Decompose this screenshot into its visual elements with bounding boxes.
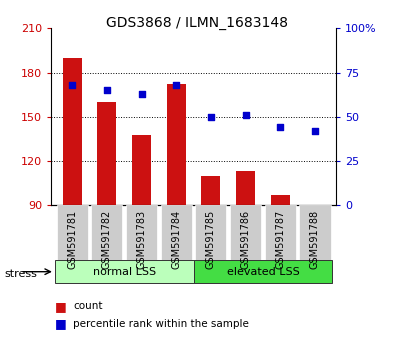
Point (103, 87, 110, 93)
Point (312, 128, 318, 134)
Point (277, 125, 284, 130)
Bar (63, 58, 82, 205)
FancyBboxPatch shape (55, 260, 194, 283)
Bar (236, 171, 255, 205)
Text: percentile rank within the sample: percentile rank within the sample (73, 319, 249, 329)
Bar (97, 102, 117, 205)
Point (243, 112, 249, 118)
FancyBboxPatch shape (265, 205, 296, 260)
Text: GSM591786: GSM591786 (241, 210, 250, 269)
Text: GSM591787: GSM591787 (275, 210, 285, 269)
Text: ■: ■ (55, 300, 67, 313)
Text: GSM591781: GSM591781 (67, 210, 77, 269)
Text: count: count (73, 301, 103, 311)
Text: ■: ■ (55, 318, 67, 330)
Bar (167, 84, 186, 205)
Point (138, 91, 145, 97)
Text: GSM591783: GSM591783 (137, 210, 147, 269)
Text: GSM591785: GSM591785 (206, 210, 216, 269)
FancyBboxPatch shape (230, 205, 261, 260)
FancyBboxPatch shape (126, 205, 157, 260)
Bar (271, 195, 290, 205)
Text: GSM591782: GSM591782 (102, 210, 112, 269)
Text: GSM591784: GSM591784 (171, 210, 181, 269)
Text: GDS3868 / ILMN_1683148: GDS3868 / ILMN_1683148 (107, 16, 288, 30)
Text: elevated LSS: elevated LSS (227, 267, 299, 277)
FancyBboxPatch shape (194, 260, 332, 283)
FancyBboxPatch shape (91, 205, 122, 260)
Bar (201, 176, 220, 205)
FancyBboxPatch shape (195, 205, 226, 260)
Point (69, 82, 75, 88)
FancyBboxPatch shape (299, 205, 331, 260)
Text: GSM591788: GSM591788 (310, 210, 320, 269)
Text: normal LSS: normal LSS (92, 267, 156, 277)
FancyBboxPatch shape (161, 205, 192, 260)
Point (208, 114, 214, 120)
Text: stress: stress (4, 269, 37, 279)
Point (173, 82, 179, 88)
FancyBboxPatch shape (56, 205, 88, 260)
Bar (132, 135, 151, 205)
